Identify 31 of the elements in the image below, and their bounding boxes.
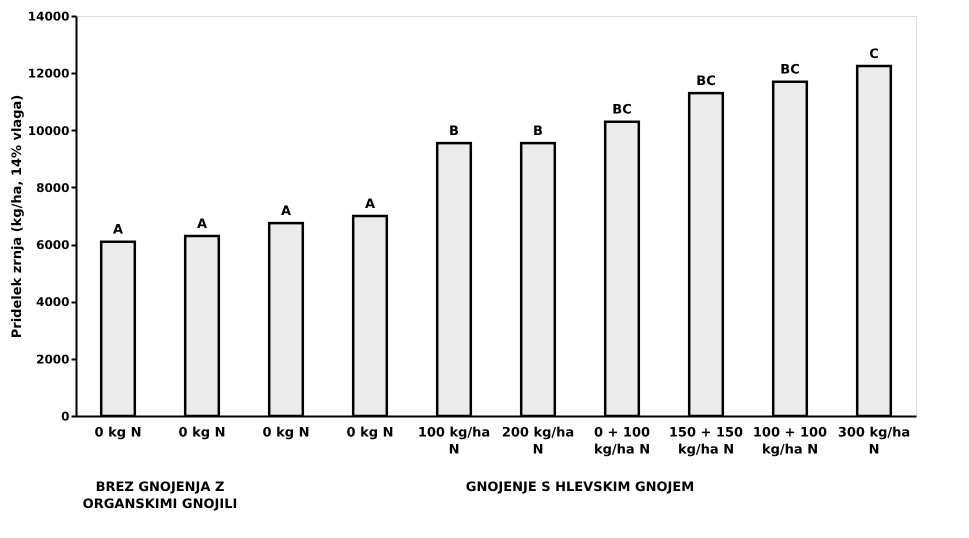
data-label: B: [533, 124, 543, 140]
data-label: BC: [780, 62, 800, 78]
text: BREZ GNOJENJA Z ORGANSKIMI GNOJILI: [82, 480, 238, 512]
data-label: C: [869, 47, 879, 62]
y-tick-label: 4000: [36, 295, 70, 310]
y-tick-label: 14000: [28, 10, 70, 24]
y-tick-label: 0: [61, 410, 70, 424]
x-tick-label: 150 + 150 kg/ha N: [668, 426, 744, 458]
data-label: A: [112, 222, 124, 238]
data-label: BC: [696, 74, 716, 90]
x-tick-label: 0 kg N: [94, 426, 142, 440]
data-label: A: [280, 204, 292, 220]
data-label: B: [449, 124, 459, 140]
x-tick-label: 0 + 100 kg/ha N: [594, 426, 650, 458]
x-tick-label: 0 kg N: [262, 426, 310, 440]
y-tick-label: 10000: [28, 124, 70, 138]
text: GNOJENJE S HLEVSKIM GNOJEM: [466, 480, 694, 495]
y-tick-label: 12000: [28, 66, 70, 81]
y-axis-title: Pridelek zrnja (kg/ha, 14% vlaga): [10, 94, 25, 338]
y-tick-label: 2000: [36, 352, 70, 366]
data-label: BC: [612, 102, 632, 118]
y-tick-label: 8000: [36, 180, 70, 195]
data-label: A: [364, 197, 376, 212]
x-tick-label: 100 + 100 kg/ha N: [752, 426, 828, 458]
data-label: A: [196, 217, 208, 232]
x-tick-label: 0 kg N: [178, 426, 226, 440]
x-tick-label: 300 kg/ha N: [838, 426, 910, 458]
x-tick-label: 100 kg/ha N: [418, 426, 490, 458]
x-tick-label: 0 kg N: [346, 426, 394, 440]
y-tick-label: 6000: [36, 238, 70, 252]
x-tick-label: 200 kg/ha N: [502, 426, 574, 458]
